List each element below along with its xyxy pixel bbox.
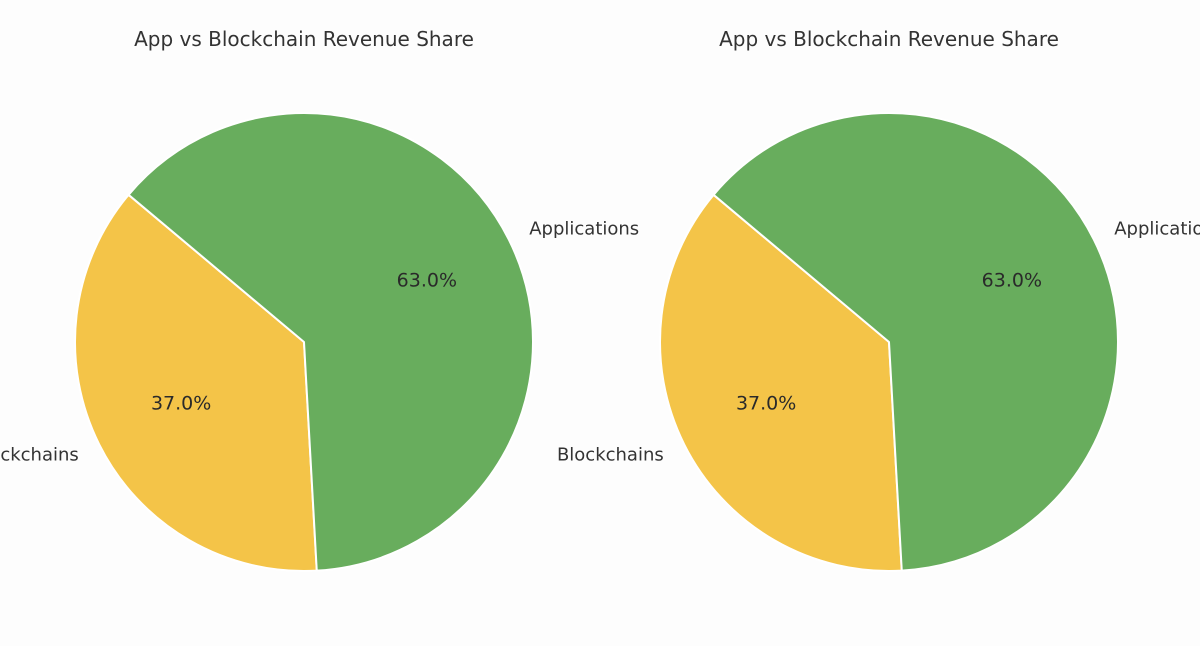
pie-category-label: Blockchains xyxy=(0,444,79,465)
slices-group xyxy=(659,112,1119,572)
pie-category-label: Applications xyxy=(529,219,639,240)
pie-chart-left: App vs Blockchain Revenue Share 37.0% Blo… xyxy=(0,27,639,572)
chart-title: App vs Blockchain Revenue Share xyxy=(134,27,474,51)
pie-slice-applications xyxy=(127,112,534,572)
pie-chart-right: App vs Blockchain Revenue Share 37.0% Blo… xyxy=(557,27,1200,572)
pie-percent-label: 37.0% xyxy=(151,393,211,415)
slices-group xyxy=(74,112,534,572)
pie-slice-applications xyxy=(712,112,1119,572)
pie-slice-blockchains xyxy=(74,193,318,572)
labels-group: 37.0% Blockchains 63.0% Applications xyxy=(557,219,1200,466)
pie-category-label: Applications xyxy=(1114,219,1200,240)
pie-percent-label: 63.0% xyxy=(982,269,1042,291)
pie-percent-label: 37.0% xyxy=(736,393,796,415)
pie-category-label: Blockchains xyxy=(557,444,664,465)
pie-percent-label: 63.0% xyxy=(397,269,457,291)
labels-group: 37.0% Blockchains 63.0% Applications xyxy=(0,219,639,466)
pie-slice-blockchains xyxy=(659,193,903,572)
chart-title: App vs Blockchain Revenue Share xyxy=(719,27,1059,51)
